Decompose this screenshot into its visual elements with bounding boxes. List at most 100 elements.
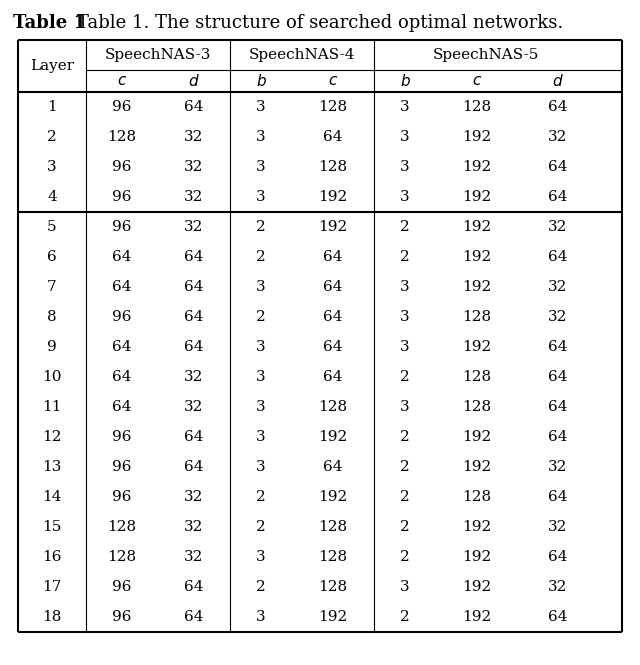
Text: 2: 2 xyxy=(400,250,410,264)
Text: 3: 3 xyxy=(256,460,266,474)
Text: 3: 3 xyxy=(400,130,410,144)
Text: 3: 3 xyxy=(256,610,266,624)
Text: 3: 3 xyxy=(400,160,410,174)
Text: 64: 64 xyxy=(548,610,568,624)
Text: 64: 64 xyxy=(184,280,204,294)
Text: $\mathit{d}$: $\mathit{d}$ xyxy=(188,73,200,89)
Text: 192: 192 xyxy=(462,190,492,204)
Text: 2: 2 xyxy=(400,550,410,564)
Text: 6: 6 xyxy=(47,250,57,264)
Text: 96: 96 xyxy=(112,430,132,444)
Text: 13: 13 xyxy=(42,460,61,474)
Text: 192: 192 xyxy=(462,220,492,234)
Text: 4: 4 xyxy=(47,190,57,204)
Text: 64: 64 xyxy=(323,280,343,294)
Text: 2: 2 xyxy=(400,220,410,234)
Text: 96: 96 xyxy=(112,490,132,504)
Text: 192: 192 xyxy=(462,280,492,294)
Text: 64: 64 xyxy=(323,130,343,144)
Text: 15: 15 xyxy=(42,520,61,534)
Text: SpeechNAS-3: SpeechNAS-3 xyxy=(105,48,211,62)
Text: 192: 192 xyxy=(318,220,348,234)
Text: 2: 2 xyxy=(400,460,410,474)
Text: 128: 128 xyxy=(319,160,348,174)
Text: 64: 64 xyxy=(112,400,132,414)
Text: 1: 1 xyxy=(47,100,57,114)
Text: 3: 3 xyxy=(400,400,410,414)
Text: 64: 64 xyxy=(112,250,132,264)
Text: 96: 96 xyxy=(112,580,132,594)
Text: 11: 11 xyxy=(42,400,61,414)
Text: 128: 128 xyxy=(108,520,136,534)
Text: 64: 64 xyxy=(548,400,568,414)
Text: 32: 32 xyxy=(184,370,204,384)
Text: Table 1: Table 1 xyxy=(13,15,86,33)
Text: 128: 128 xyxy=(319,400,348,414)
Text: 64: 64 xyxy=(184,340,204,354)
Text: 5: 5 xyxy=(47,220,57,234)
Text: 96: 96 xyxy=(112,220,132,234)
Text: 128: 128 xyxy=(463,310,492,324)
Text: 16: 16 xyxy=(42,550,61,564)
Text: 8: 8 xyxy=(47,310,57,324)
Text: 64: 64 xyxy=(184,430,204,444)
Text: 192: 192 xyxy=(318,490,348,504)
Text: 2: 2 xyxy=(256,250,266,264)
Text: 64: 64 xyxy=(548,370,568,384)
Text: 3: 3 xyxy=(256,340,266,354)
Text: 2: 2 xyxy=(256,520,266,534)
Text: 64: 64 xyxy=(184,580,204,594)
Text: 128: 128 xyxy=(108,130,136,144)
Text: 32: 32 xyxy=(184,550,204,564)
Text: 64: 64 xyxy=(184,250,204,264)
Text: 32: 32 xyxy=(548,220,568,234)
Text: 32: 32 xyxy=(184,130,204,144)
Text: 32: 32 xyxy=(184,400,204,414)
Text: 32: 32 xyxy=(184,520,204,534)
Text: 3: 3 xyxy=(256,160,266,174)
Text: 3: 3 xyxy=(400,310,410,324)
Text: 32: 32 xyxy=(548,520,568,534)
Text: 192: 192 xyxy=(462,580,492,594)
Text: 64: 64 xyxy=(323,250,343,264)
Text: 14: 14 xyxy=(42,490,61,504)
Text: 3: 3 xyxy=(256,550,266,564)
Text: 64: 64 xyxy=(112,370,132,384)
Text: 32: 32 xyxy=(548,280,568,294)
Text: 2: 2 xyxy=(400,430,410,444)
Text: 128: 128 xyxy=(463,370,492,384)
Text: 192: 192 xyxy=(462,460,492,474)
Text: 2: 2 xyxy=(400,520,410,534)
Text: 32: 32 xyxy=(184,160,204,174)
Text: 64: 64 xyxy=(548,340,568,354)
Text: 128: 128 xyxy=(463,100,492,114)
Text: 2: 2 xyxy=(256,310,266,324)
Text: 96: 96 xyxy=(112,310,132,324)
Text: 32: 32 xyxy=(548,310,568,324)
Text: 64: 64 xyxy=(184,310,204,324)
Text: 64: 64 xyxy=(112,340,132,354)
Text: $\mathit{b}$: $\mathit{b}$ xyxy=(399,73,410,89)
Text: 192: 192 xyxy=(318,190,348,204)
Text: SpeechNAS-4: SpeechNAS-4 xyxy=(249,48,355,62)
Text: Layer: Layer xyxy=(30,59,74,73)
Text: 32: 32 xyxy=(548,130,568,144)
Text: 3: 3 xyxy=(256,400,266,414)
Text: 3: 3 xyxy=(400,580,410,594)
Text: 96: 96 xyxy=(112,460,132,474)
Text: 3: 3 xyxy=(256,100,266,114)
Text: 192: 192 xyxy=(462,430,492,444)
Text: 192: 192 xyxy=(318,610,348,624)
Text: 64: 64 xyxy=(548,490,568,504)
Text: 3: 3 xyxy=(400,340,410,354)
Text: 128: 128 xyxy=(319,520,348,534)
Text: 64: 64 xyxy=(548,250,568,264)
Text: 64: 64 xyxy=(548,160,568,174)
Text: 192: 192 xyxy=(462,160,492,174)
Text: 12: 12 xyxy=(42,430,61,444)
Text: 192: 192 xyxy=(462,550,492,564)
Text: 7: 7 xyxy=(47,280,57,294)
Text: 64: 64 xyxy=(184,100,204,114)
Text: 96: 96 xyxy=(112,190,132,204)
Text: 32: 32 xyxy=(548,580,568,594)
